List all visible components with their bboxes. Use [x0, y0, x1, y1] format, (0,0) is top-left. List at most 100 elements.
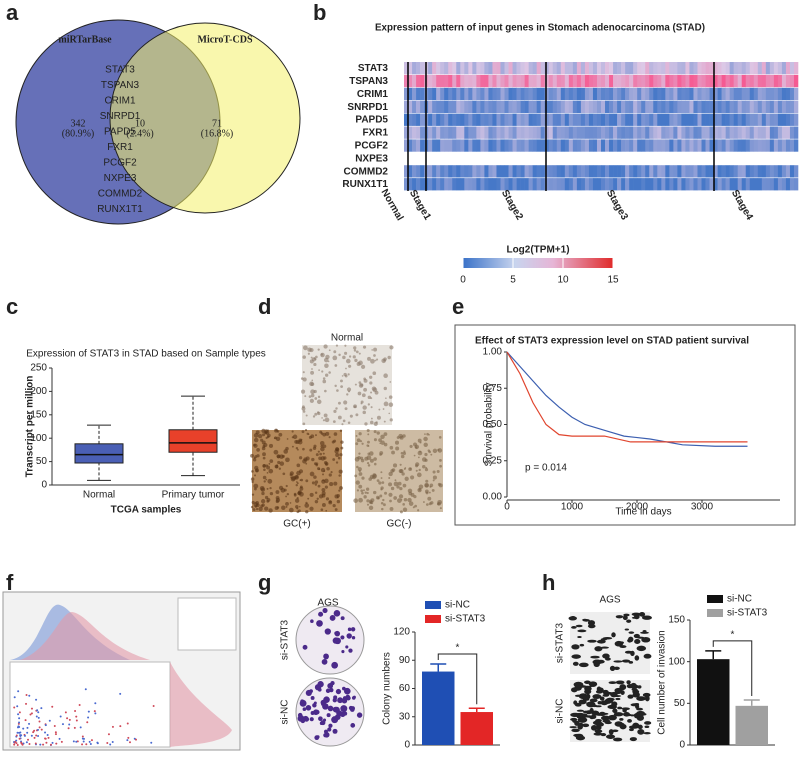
- micrograph-texture: [332, 503, 336, 508]
- heatmap-cell: [504, 87, 509, 101]
- heatmap-cell: [460, 178, 465, 191]
- cell: [582, 713, 588, 718]
- micrograph-texture: [348, 364, 352, 368]
- micrograph-texture: [253, 483, 259, 489]
- heatmap-cell: [741, 113, 747, 126]
- venn-gene: NXPE3: [104, 173, 137, 184]
- scatter-dot: [22, 727, 25, 730]
- y-tick-label: 0.00: [483, 492, 503, 503]
- heatmap-cell: [785, 87, 791, 101]
- colony: [320, 720, 326, 726]
- heatmap-cell: [412, 165, 417, 178]
- micrograph-texture: [408, 467, 413, 472]
- heatmap-cell: [436, 178, 441, 191]
- heatmap-cell: [468, 126, 473, 139]
- colony: [317, 687, 322, 692]
- image-label: GC(+): [283, 519, 311, 530]
- cell: [634, 614, 640, 620]
- heatmap-cell: [669, 74, 674, 88]
- micrograph-texture: [324, 417, 330, 423]
- scatter-dot: [28, 743, 31, 746]
- micrograph-texture: [311, 379, 314, 382]
- scatter-dot: [44, 737, 47, 740]
- heatmap-cell: [605, 165, 610, 178]
- heatmap-cell: [629, 62, 634, 75]
- heatmap-cell: [773, 165, 779, 178]
- scatter-dot: [16, 743, 19, 746]
- heatmap-cell: [681, 126, 686, 139]
- venn-right: [109, 22, 301, 214]
- heatmap-cell: [601, 74, 606, 88]
- heatmap-cell: [669, 139, 674, 152]
- heatmap-cell: [785, 165, 791, 178]
- heatmap-cell: [637, 139, 642, 152]
- heatmap-cell: [512, 126, 517, 139]
- heatmap-cell: [532, 87, 537, 101]
- cell: [628, 661, 634, 664]
- micrograph-texture: [302, 459, 307, 464]
- micrograph-texture: [322, 377, 326, 380]
- micrograph-texture: [285, 446, 289, 451]
- heatmap-cell: [544, 100, 550, 113]
- cell: [612, 708, 618, 714]
- micrograph-texture: [273, 449, 279, 455]
- micrograph-texture: [358, 452, 361, 455]
- heatmap-cell: [428, 62, 433, 75]
- heatmap-cell: [428, 100, 433, 113]
- heatmap-cell: [777, 178, 783, 191]
- scatter-dot: [18, 711, 21, 714]
- micrograph-texture: [262, 475, 267, 480]
- cell: [587, 624, 596, 629]
- legend-label: si-STAT3: [445, 614, 486, 625]
- micrograph-texture: [349, 414, 353, 418]
- heatmap-cell: [725, 126, 730, 139]
- heatmap-cell: [552, 74, 558, 88]
- micrograph-texture: [361, 476, 365, 480]
- micrograph-texture: [251, 470, 254, 473]
- heatmap-cell: [536, 165, 541, 178]
- heatmap-cell: [588, 178, 594, 191]
- heatmap-cell: [556, 62, 562, 75]
- micrograph-texture: [428, 491, 431, 494]
- heatmap-cell: [685, 139, 690, 152]
- micrograph-texture: [381, 481, 385, 484]
- micrograph-texture: [295, 483, 298, 487]
- colorbar-tick-label: 0: [460, 275, 466, 286]
- cell: [632, 722, 640, 729]
- heatmap-cell: [645, 165, 650, 178]
- scatter-dot: [25, 694, 28, 697]
- scatter-dot: [126, 722, 129, 725]
- heatmap-cell: [560, 62, 566, 75]
- cell: [630, 703, 639, 707]
- panel-label: a: [6, 0, 19, 25]
- heatmap-cell: [440, 178, 445, 191]
- significance-bracket: [437, 653, 478, 705]
- heatmap-cell: [757, 178, 763, 191]
- heatmap-cell: [757, 74, 763, 88]
- cell: [639, 612, 646, 617]
- heatmap-cell: [516, 87, 521, 101]
- heatmap-cell: [765, 126, 771, 139]
- heatmap-cell: [500, 178, 505, 191]
- heatmap-cell: [448, 113, 453, 126]
- scatter-dot: [38, 720, 41, 723]
- heatmap-cell: [420, 113, 425, 126]
- heatmap-cell: [789, 62, 795, 75]
- heatmap-cell: [613, 126, 618, 139]
- micrograph-texture: [321, 487, 326, 492]
- colony: [349, 707, 355, 712]
- heatmap-cell: [757, 100, 763, 113]
- heatmap-cell: [765, 113, 771, 126]
- heatmap-cell: [665, 74, 670, 88]
- micrograph-texture: [371, 349, 374, 351]
- micrograph-texture: [402, 503, 405, 506]
- heatmap-cell: [432, 165, 437, 178]
- micrograph-texture: [346, 387, 352, 392]
- colony: [341, 650, 345, 654]
- heatmap-cell: [753, 113, 759, 126]
- scatter-dot: [59, 715, 62, 718]
- heatmap-cell: [468, 113, 473, 126]
- heatmap-cell: [641, 139, 646, 152]
- x-tick-label: Normal: [83, 490, 115, 501]
- heatmap-cell: [601, 126, 606, 139]
